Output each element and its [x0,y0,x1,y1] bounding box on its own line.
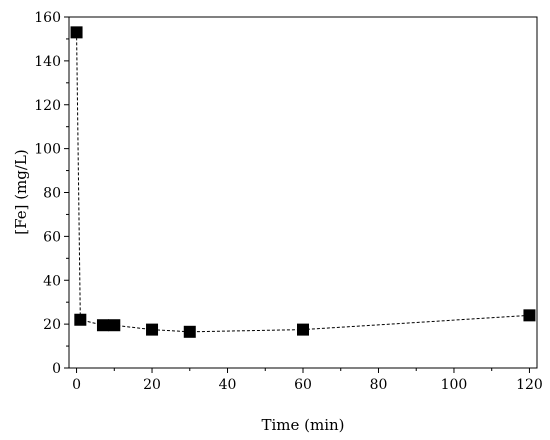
data-point-marker [146,323,159,336]
data-point-marker [297,323,309,336]
y-tick-label: 160 [34,10,61,26]
y-tick-label: 40 [43,273,61,289]
data-point-marker [96,319,109,332]
y-tick-label: 120 [34,98,61,114]
x-tick-label: 40 [219,377,237,393]
y-tick-label: 80 [43,186,61,202]
y-tick-label: 60 [43,229,61,245]
data-point-marker [108,319,121,332]
x-tick-label: 80 [370,377,388,393]
series-line [76,32,530,333]
y-tick-label: 20 [43,317,61,333]
y-tick-label: 0 [52,361,61,377]
y-tick-label: 140 [34,54,61,70]
x-tick-label: 120 [516,377,543,393]
x-axis-title: Time (min) [261,416,344,434]
x-tick-label: 60 [294,377,312,393]
y-axis-ticks: 0 20 40 60 80 100 120 140 160 [34,10,69,377]
data-point-marker [70,26,83,39]
data-points [70,26,536,338]
data-point-marker [183,325,196,338]
y-tick-label: 100 [34,142,61,158]
x-tick-label: 100 [441,377,468,393]
y-axis-title: [Fe] (mg/L) [12,149,30,234]
x-tick-label: 0 [72,377,81,393]
x-tick-label: 20 [143,377,161,393]
x-axis-ticks: 0 20 40 60 80 100 120 [72,368,543,393]
plot-frame [68,16,538,369]
data-point-marker [523,309,536,322]
data-point-marker [74,313,87,326]
